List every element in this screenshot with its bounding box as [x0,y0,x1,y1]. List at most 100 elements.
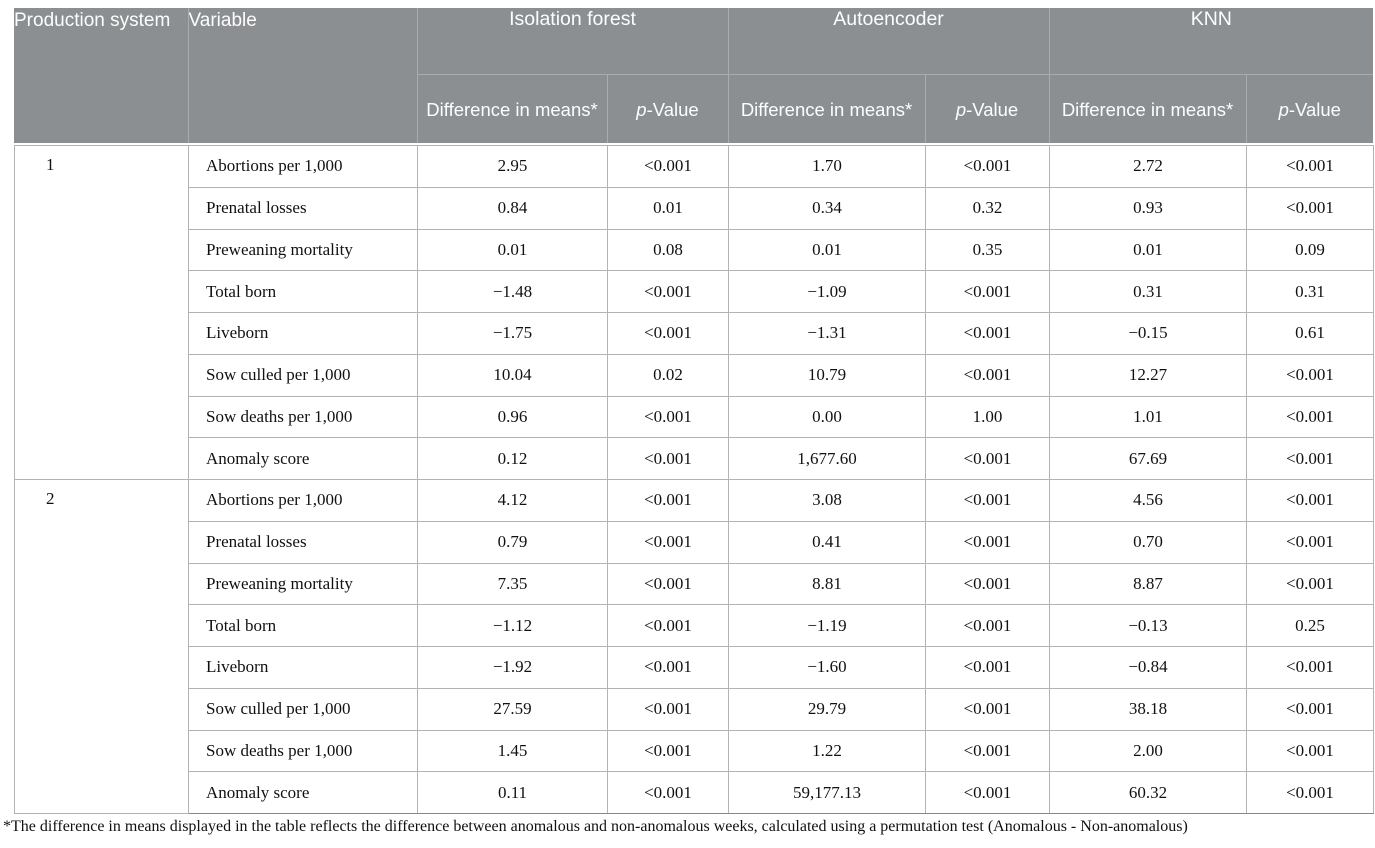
value-cell: −1.09 [728,270,926,313]
value-cell: <0.001 [607,395,729,439]
value-cell: 0.96 [417,395,608,439]
value-cell: 27.59 [417,687,608,731]
p-label-rest: -Value [646,98,699,120]
col-header-p-value-knn: p-Value [1245,74,1374,143]
col-header-p-value-if: p-Value [606,74,729,143]
value-cell: 1.01 [1049,395,1247,439]
value-cell: <0.001 [925,353,1050,397]
table-row: Anomaly score 0.12 <0.001 1,677.60 <0.001 67.… [15,437,1374,480]
value-cell: <0.001 [925,687,1050,731]
group-header-isolation-forest: Isolation forest [416,8,729,75]
variable-cell: Abortions per 1,000 [188,145,418,188]
table-row: Preweaning mortality 7.35 <0.001 8.81 <0.001… [15,562,1374,606]
value-cell: 0.84 [417,186,608,230]
variable-cell: Prenatal losses [188,520,418,564]
value-cell: <0.001 [1246,520,1374,564]
col-header-diff-means-knn: Difference in means* [1048,74,1247,143]
variable-cell: Anomaly score [188,771,418,814]
value-cell: 2.00 [1049,729,1247,773]
value-cell: −0.84 [1049,646,1247,689]
value-cell: 0.34 [728,186,926,230]
value-cell: 2.95 [417,145,608,188]
value-cell: <0.001 [1246,395,1374,439]
value-cell: 0.08 [607,228,729,272]
value-cell: <0.001 [925,437,1050,480]
value-cell: 8.81 [728,562,926,606]
value-cell: <0.001 [1246,437,1374,480]
value-cell: 0.70 [1049,520,1247,564]
value-cell: <0.001 [1246,646,1374,689]
value-cell: 0.93 [1049,186,1247,230]
group-header-autoencoder: Autoencoder [727,8,1050,75]
variable-cell: Sow deaths per 1,000 [188,395,418,439]
value-cell: 0.01 [607,186,729,230]
value-cell: <0.001 [925,771,1050,814]
table-row: Total born −1.48 <0.001 −1.09 <0.001 0.31 0.31 [15,270,1374,313]
variable-cell: Sow deaths per 1,000 [188,729,418,773]
table-row: Liveborn −1.75 <0.001 −1.31 <0.001 −0.15 0.61 [15,312,1374,355]
value-cell: <0.001 [1246,771,1374,814]
value-cell: 0.12 [417,437,608,480]
value-cell: <0.001 [1246,186,1374,230]
col-header-p-value-autoencoder: p-Value [924,74,1050,143]
value-cell: 2.72 [1049,145,1247,188]
value-cell: −0.13 [1049,604,1247,647]
value-cell: −1.31 [728,312,926,355]
variable-cell: Anomaly score [188,437,418,480]
value-cell: <0.001 [607,437,729,480]
variable-cell: Preweaning mortality [188,562,418,606]
production-system-cell: 1 [14,145,189,480]
value-cell: <0.001 [925,479,1050,522]
value-cell: 0.31 [1049,270,1247,313]
value-cell: −1.75 [417,312,608,355]
col-header-diff-means-autoencoder: Difference in means* [727,74,926,143]
value-cell: <0.001 [925,270,1050,313]
p-label-italic: p [1278,98,1289,120]
col-header-production-system: Production system [14,8,188,143]
value-cell: −0.15 [1049,312,1247,355]
value-cell: <0.001 [925,604,1050,647]
table-row: 2 Abortions per 1,000 4.12 <0.001 3.08 <0.001… [14,479,1374,814]
table-body: 1 Abortions per 1,000 2.95 <0.001 1.70 <0.001… [14,145,1374,814]
value-cell: 38.18 [1049,687,1247,731]
production-system-cell: 2 [14,479,189,814]
value-cell: <0.001 [1246,145,1374,188]
value-cell: −1.92 [417,646,608,689]
value-cell: 0.61 [1246,312,1374,355]
value-cell: 0.01 [728,228,926,272]
table-row: Sow deaths per 1,000 1.45 <0.001 1.22 <0.001… [15,729,1374,773]
variable-cell: Liveborn [188,646,418,689]
table-row: Sow culled per 1,000 10.04 0.02 10.79 <0.001… [15,353,1374,397]
value-cell: 0.35 [925,228,1050,272]
value-cell: 10.04 [417,353,608,397]
value-cell: 0.25 [1246,604,1374,647]
value-cell: <0.001 [607,729,729,773]
value-cell: 0.09 [1246,228,1374,272]
value-cell: 0.32 [925,186,1050,230]
value-cell: 29.79 [728,687,926,731]
value-cell: <0.001 [925,312,1050,355]
col-header-diff-means-if: Difference in means* [416,74,607,143]
p-label-rest: -Value [966,98,1019,120]
table-row: Total born −1.12 <0.001 −1.19 <0.001 −0.13 0.2… [15,604,1374,647]
value-cell: −1.12 [417,604,608,647]
value-cell: 0.79 [417,520,608,564]
table-row: Prenatal losses 0.79 <0.001 0.41 <0.001 0.70 <… [15,520,1374,564]
variable-cell: Total born [188,604,418,647]
value-cell: 8.87 [1049,562,1247,606]
table-row: Prenatal losses 0.84 0.01 0.34 0.32 0.93 <0.00… [15,186,1374,230]
value-cell: 0.31 [1246,270,1374,313]
value-cell: <0.001 [607,562,729,606]
value-cell: 1.45 [417,729,608,773]
value-cell: <0.001 [607,646,729,689]
value-cell: <0.001 [607,520,729,564]
table-row: Liveborn −1.92 <0.001 −1.60 <0.001 −0.84 <0.00… [15,646,1374,689]
value-cell: 4.56 [1049,479,1247,522]
value-cell: <0.001 [607,687,729,731]
value-cell: 0.00 [728,395,926,439]
value-cell: 60.32 [1049,771,1247,814]
value-cell: <0.001 [1246,729,1374,773]
variable-cell: Total born [188,270,418,313]
value-cell: 1.00 [925,395,1050,439]
